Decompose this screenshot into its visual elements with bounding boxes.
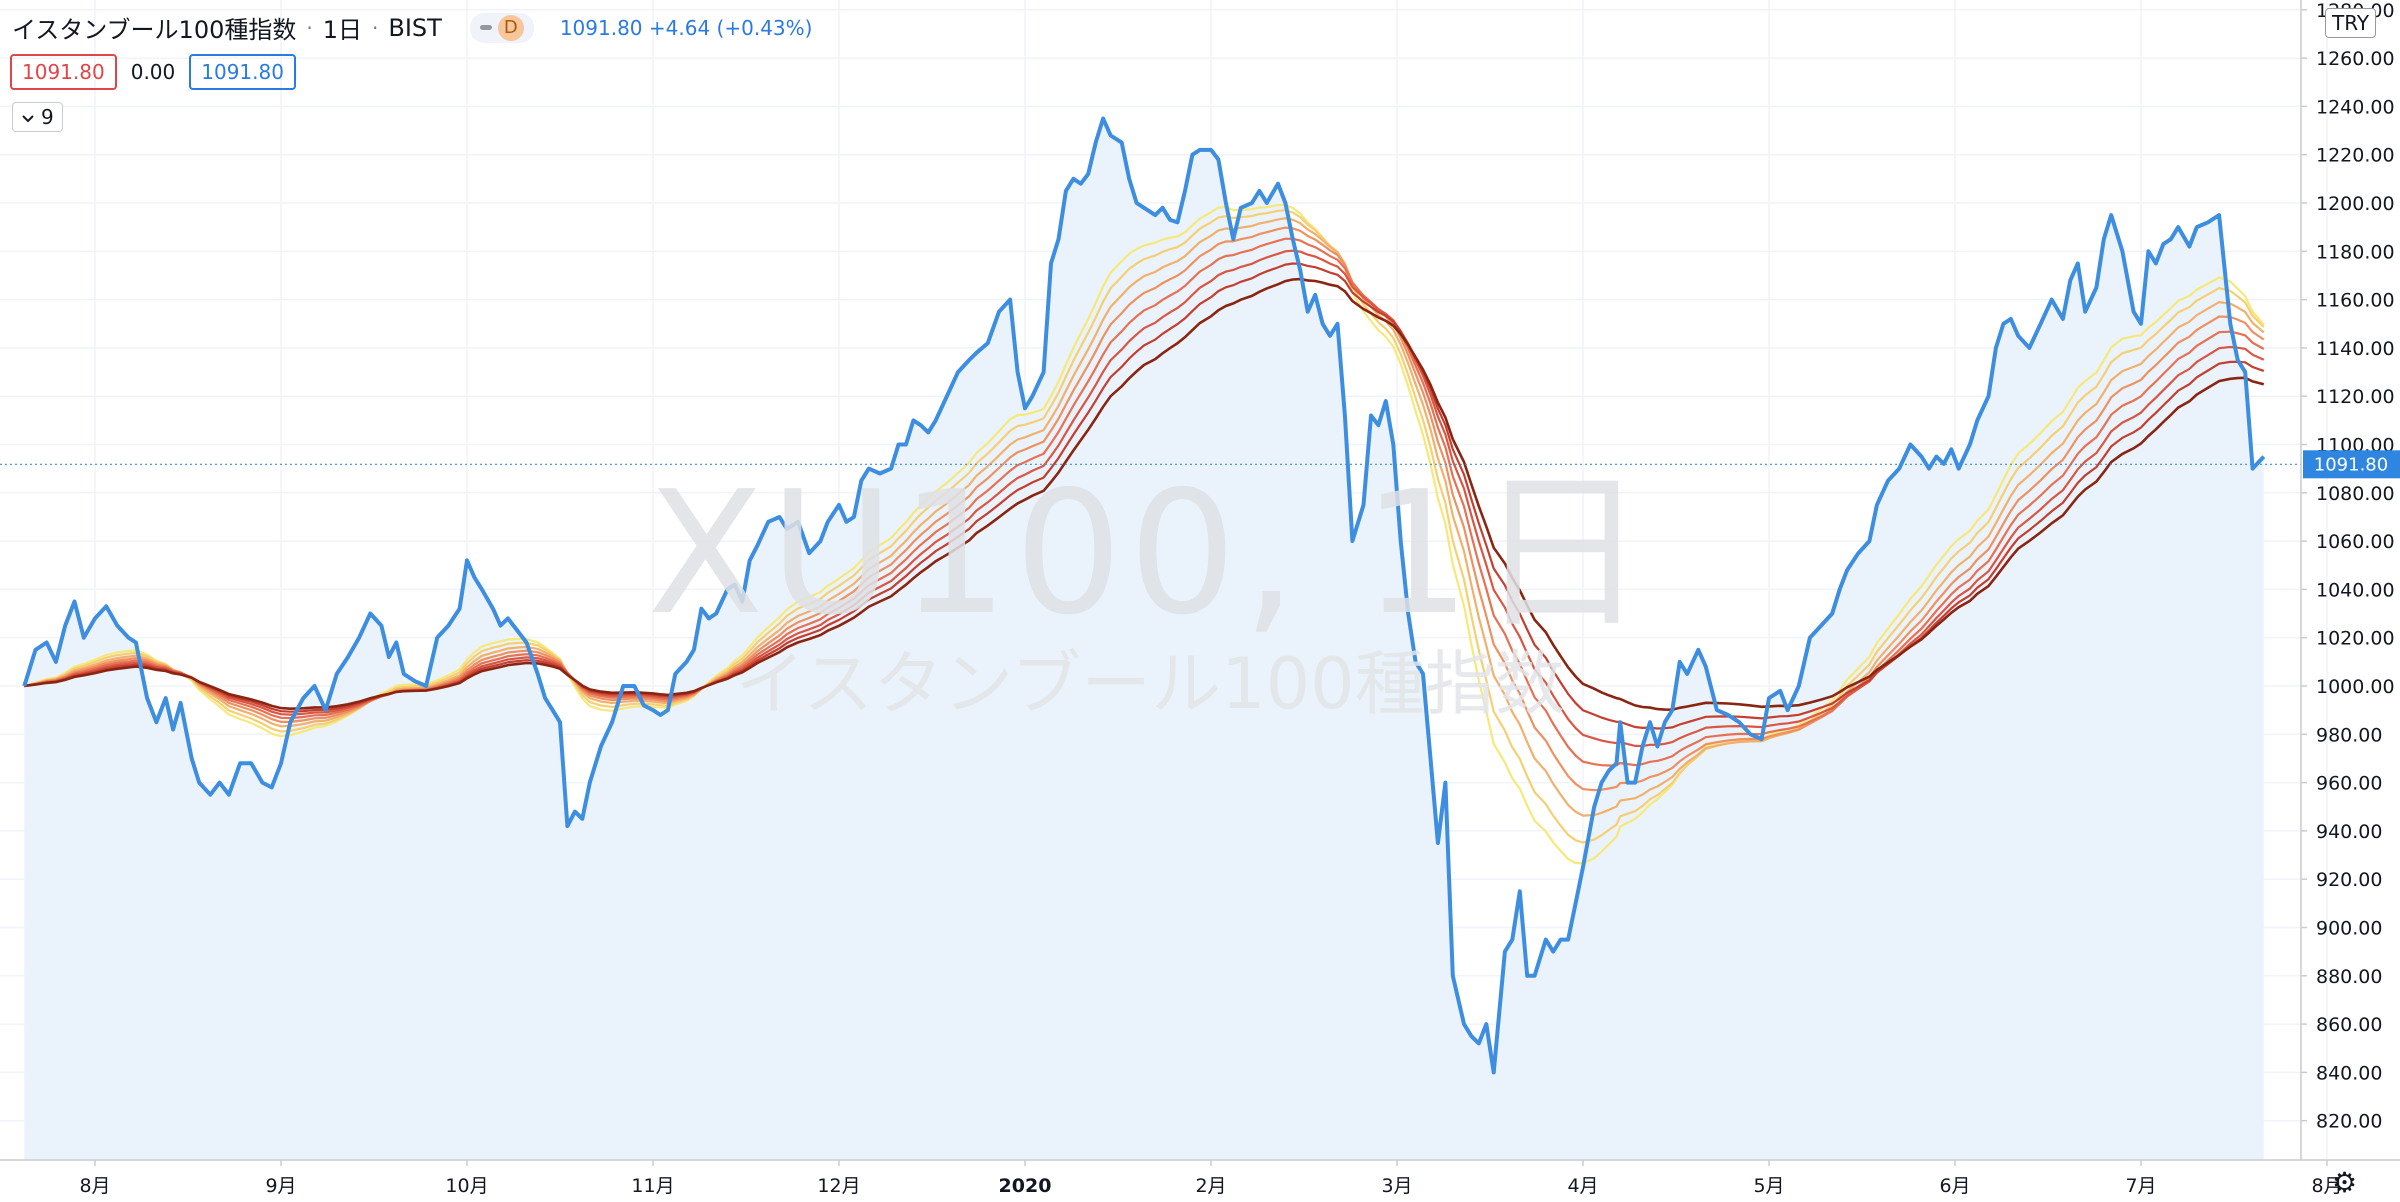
time-axis-label: 2020 [999,1175,1052,1197]
price-axis-label: 840.00 [2316,1062,2382,1084]
ribbon-line [23,203,2265,865]
indicator-values: 1091.80 0.00 1091.80 [10,54,296,90]
time-axis-label: 10月 [445,1175,488,1197]
price-line [22,116,2266,1075]
price-axis-label: 1140.00 [2316,338,2395,360]
time-axis-label: 5月 [1753,1175,1784,1197]
price-axis-label: 1060.00 [2316,531,2395,553]
time-axis-label: 12月 [817,1175,860,1197]
time-axis-label: 9月 [265,1175,296,1197]
status-bar-icon [479,25,492,30]
market-status-pill[interactable]: D [469,12,534,43]
gear-icon[interactable]: ⚙ [2332,1166,2358,1199]
indicator-value-red[interactable]: 1091.80 [10,54,117,90]
chart-legend: イスタンブール100種指数 · 1日 · BIST D 1091.80 +4.6… [12,10,812,45]
price-axis-label: 1080.00 [2316,483,2395,505]
moving-average-ribbon [23,203,2265,865]
price-change-pct: (+0.43%) [716,15,813,40]
price-axis-label: 960.00 [2316,773,2382,795]
separator-dot: · [372,15,379,40]
price-axis-label: 920.00 [2316,869,2382,891]
time-axis-label: 4月 [1567,1175,1598,1197]
price-axis-label: 1020.00 [2316,628,2395,650]
price-axis-label: 1200.00 [2316,193,2395,215]
ribbon-line [24,277,2265,712]
price-area-fill [24,118,2264,1160]
interval-badge: D [497,14,524,41]
price-axis[interactable]: 820.00 840.00 860.00 880.00 900.00 920.00 940.… [2301,0,2395,1133]
price-axis-label: 1120.00 [2316,386,2395,408]
separator-dot: · [306,15,313,40]
price-axis-label: 1180.00 [2316,241,2395,263]
price-axis-label: 980.00 [2316,724,2382,746]
indicator-value-zero: 0.00 [130,60,176,84]
last-price-tag-box [2303,450,2400,479]
time-axis-label: 11月 [631,1175,674,1197]
time-axis-label: 2月 [1195,1175,1226,1197]
ribbon-line [24,217,2265,817]
price-axis-label: 1000.00 [2316,676,2395,698]
last-price-tag: 1091.80 [2303,450,2400,479]
indicator-collapse-button[interactable]: 9 [12,102,63,132]
time-axis-label: 6月 [1939,1175,1970,1197]
indicator-value-blue[interactable]: 1091.80 [189,54,296,90]
chevron-down-icon [21,105,35,129]
price-axis-label: 1220.00 [2316,145,2395,167]
indicator-count: 9 [41,105,54,129]
last-price-tag-label: 1091.80 [2314,454,2388,475]
last-price: 1091.80 +4.64 (+0.43%) [560,16,813,40]
price-axis-label: 1240.00 [2316,96,2395,118]
exchange-label: BIST [388,13,442,42]
time-axis-label: 3月 [1381,1175,1412,1197]
price-axis-label: 1040.00 [2316,579,2395,601]
price-axis-label: 900.00 [2316,918,2382,940]
ribbon-line [24,209,2265,844]
price-axis-label: 880.00 [2316,966,2382,988]
name-watermark: イスタンブール100種指数 [735,643,1565,725]
price-axis-label: 820.00 [2316,1111,2382,1133]
price-axis-label: 1160.00 [2316,290,2395,312]
time-axis-label: 8月 [79,1175,110,1197]
time-axis-label: 8月 [2311,1175,2342,1197]
time-axis-label: 7月 [2125,1175,2156,1197]
price-change: +4.64 [648,15,711,40]
interval-label[interactable]: 1日 [322,16,363,44]
symbol-watermark: XU100, 1日 [647,455,1653,653]
price-axis-label: 1260.00 [2316,48,2395,70]
price-axis-label: 940.00 [2316,821,2382,843]
symbol-title[interactable]: イスタンブール100種指数 [12,16,297,44]
time-axis[interactable]: 8月 9月 10月 11月 12月 2020 2月 3月 4月 5月 6月 7月 8月 [79,1160,2343,1197]
ribbon-line [24,226,2265,792]
price-axis-label: 860.00 [2316,1014,2382,1036]
currency-button[interactable]: TRY [2325,8,2377,38]
last-price-value: 1091.80 [559,15,643,40]
